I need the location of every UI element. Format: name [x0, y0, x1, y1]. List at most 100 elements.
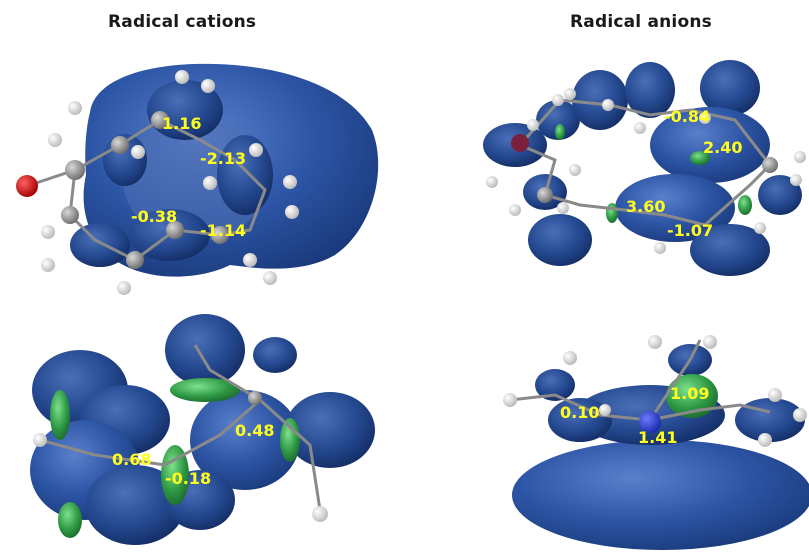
negative-lobe [170, 378, 240, 402]
hydrogen-atom [503, 393, 517, 407]
atoms [33, 391, 328, 522]
spin-density-lobe [625, 62, 675, 118]
spin-value-label: 1.41 [638, 428, 677, 447]
spin-density-lobe [217, 135, 273, 215]
carbon-atom [166, 221, 184, 239]
bonds [39, 344, 322, 511]
negative-lobe [690, 151, 710, 165]
spin-density-lobe [190, 390, 300, 490]
spin-density-lobe [700, 60, 760, 116]
spin-value-label: -1.07 [667, 221, 713, 240]
hydrogen-atom [249, 143, 263, 157]
hydrogen-atom [699, 112, 711, 124]
hydrogen-atom [654, 242, 666, 254]
spin-density-lobe [758, 175, 802, 215]
carbon-atom [762, 157, 778, 173]
hydrogen-atom [768, 388, 782, 402]
hydrogen-atom [793, 408, 807, 422]
carbon-atom [126, 251, 144, 269]
hydrogen-atom [754, 222, 766, 234]
hydrogen-atom [790, 174, 802, 186]
spin-density-lobe [165, 314, 245, 386]
hydrogen-atom [175, 70, 189, 84]
header-radical-cations: Radical cations [108, 12, 257, 32]
spin-density-lobe [253, 337, 297, 373]
hydrogen-atom [527, 119, 539, 131]
negative-lobe [50, 390, 70, 440]
nitrogen-atom [639, 411, 661, 433]
panel-anion-top: -0.84 2.40 3.60 -1.07 [483, 60, 806, 276]
hydrogen-atom [68, 101, 82, 115]
hydrogen-atom [131, 145, 145, 159]
carbon-atom [65, 160, 85, 180]
hydrogen-atom [201, 79, 215, 93]
atoms [16, 70, 299, 295]
hydrogen-atom [33, 433, 47, 447]
hydrogen-atom [564, 88, 576, 100]
negative-lobe [58, 502, 82, 538]
hydrogen-atom [563, 351, 577, 365]
header-radical-anions: Radical anions [570, 12, 712, 32]
hydrogen-atom [203, 176, 217, 190]
hydrogen-atom [552, 94, 564, 106]
hydrogen-atom [602, 99, 614, 111]
spin-value-label: 3.60 [626, 197, 665, 216]
spin-value-label: 0.68 [112, 450, 151, 469]
hydrogen-atom [312, 506, 328, 522]
panel-anion-bottom: 1.09 0.10 1.41 [503, 335, 809, 550]
negative-lobe [280, 418, 300, 462]
hydrogen-atom [263, 271, 277, 285]
hydrogen-atom [509, 204, 521, 216]
atoms [503, 335, 807, 447]
carbon-atom [248, 391, 262, 405]
spin-value-label: -0.18 [165, 469, 211, 488]
hydrogen-atom [599, 404, 611, 416]
hydrogen-atom [243, 253, 257, 267]
spin-value-label: 2.40 [703, 138, 742, 157]
spin-value-label: 0.10 [560, 403, 599, 422]
hydrogen-atom [648, 335, 662, 349]
oxygen-atom [16, 175, 38, 197]
hydrogen-atom [285, 205, 299, 219]
negative-lobe [738, 195, 752, 215]
negative-lobe [606, 203, 618, 223]
spin-value-label: 1.16 [162, 114, 201, 133]
carbon-atom [211, 226, 229, 244]
spin-density-lobe [548, 398, 612, 442]
spin-density-lobe [690, 224, 770, 276]
spin-density-lobe [535, 369, 575, 401]
hydrogen-atom [794, 151, 806, 163]
spin-value-label: -0.84 [664, 107, 710, 126]
spin-density-lobe [528, 214, 592, 266]
hydrogen-atom [283, 175, 297, 189]
negative-lobe [161, 445, 189, 505]
spin-value-label: 1.09 [670, 384, 709, 403]
hydrogen-atom [486, 176, 498, 188]
hydrogen-atom [117, 281, 131, 295]
spin-density-lobe [512, 440, 809, 550]
carbon-atom [537, 187, 553, 203]
hydrogen-atom [569, 164, 581, 176]
panel-cation-bottom: 0.48 0.68 -0.18 [30, 314, 375, 545]
spin-density-lobe [285, 392, 375, 468]
hydrogen-atom [703, 335, 717, 349]
carbon-atom [61, 206, 79, 224]
spin-density-lobe [536, 100, 580, 140]
spin-value-label: -0.38 [131, 207, 177, 226]
spin-density-lobe [70, 223, 130, 267]
spin-density-lobe [85, 465, 185, 545]
negative-lobe [666, 374, 718, 418]
bonds [518, 98, 772, 227]
hydrogen-atom [48, 133, 62, 147]
spin-value-label: 0.48 [235, 421, 274, 440]
oxygen-atom [511, 134, 529, 152]
hydrogen-atom [41, 258, 55, 272]
negative-lobe [555, 124, 565, 140]
hydrogen-atom [634, 122, 646, 134]
spin-value-label: -1.14 [200, 221, 246, 240]
panel-cation-top: 1.16 -2.13 -0.38 -1.14 [16, 63, 379, 295]
carbon-atom [111, 136, 129, 154]
spin-value-label: -2.13 [200, 149, 246, 168]
hydrogen-atom [41, 225, 55, 239]
